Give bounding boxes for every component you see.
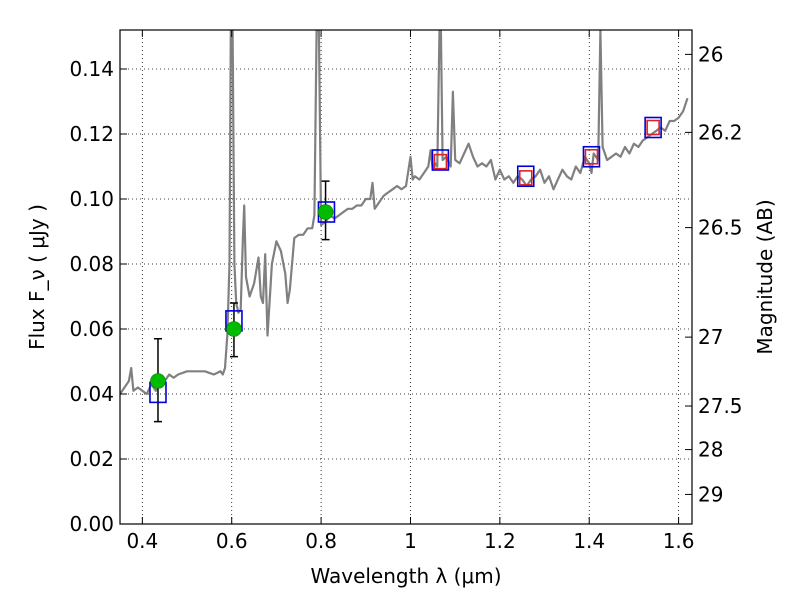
x-tick-label: 0.8 — [305, 529, 337, 553]
y2-tick-label: 27.5 — [698, 394, 743, 418]
model-square — [582, 145, 601, 168]
y-tick-label: 0.04 — [69, 382, 114, 406]
ir-square — [518, 170, 533, 186]
y-tick-label: 0.14 — [69, 57, 114, 81]
observed-point — [226, 321, 242, 337]
y-tick-label: 0.08 — [69, 252, 114, 276]
x-tick-label: 1.4 — [573, 529, 605, 553]
x-tick-label: 1.6 — [663, 529, 695, 553]
x-tick-label: 0.6 — [216, 529, 248, 553]
y-axis-title: Flux F_ν ( μJy ) — [25, 204, 49, 350]
y2-tick-label: 28 — [698, 438, 723, 462]
x-tick-label: 0.4 — [126, 529, 158, 553]
y2-axis-title: Magnitude (AB) — [753, 199, 777, 354]
model-square — [644, 116, 662, 139]
y-tick-label: 0.10 — [69, 187, 114, 211]
y-tick-label: 0.06 — [69, 317, 114, 341]
observed-point — [150, 373, 166, 389]
y-tick-label: 0.00 — [69, 512, 114, 536]
ir-square — [584, 148, 599, 165]
y2-tick-label: 27 — [698, 325, 723, 349]
model-square — [431, 149, 450, 171]
y2-tick-label: 26 — [698, 42, 723, 66]
model-square — [516, 165, 535, 188]
ir-square — [433, 153, 448, 170]
x-axis-ticks: 0.4 0.6 0.8 1 1.2 1.4 1.6 — [126, 30, 695, 553]
grid — [120, 30, 692, 525]
spectrum-series — [120, 30, 689, 396]
y2-tick-label: 29 — [698, 482, 723, 506]
x-tick-label: 1 — [404, 529, 417, 553]
plot-frame — [119, 29, 693, 525]
ir-square — [646, 119, 660, 136]
y2-tick-label: 26.5 — [698, 216, 743, 240]
y-tick-label: 0.12 — [69, 122, 114, 146]
x-axis-title: Wavelength λ (μm) — [310, 564, 501, 588]
y-tick-label: 0.02 — [69, 447, 114, 471]
markers — [149, 116, 662, 404]
y-axis-ticks: 0.00 0.02 0.04 0.06 0.08 0.10 0.12 0.14 — [69, 57, 127, 536]
spectrum-line — [120, 30, 689, 396]
x-tick-label: 1.2 — [484, 529, 516, 553]
y2-axis-ticks: 26 26.2 26.5 27 27.5 28 29 — [685, 42, 743, 506]
y2-tick-label: 26.2 — [698, 120, 743, 144]
observed-point — [317, 204, 334, 220]
